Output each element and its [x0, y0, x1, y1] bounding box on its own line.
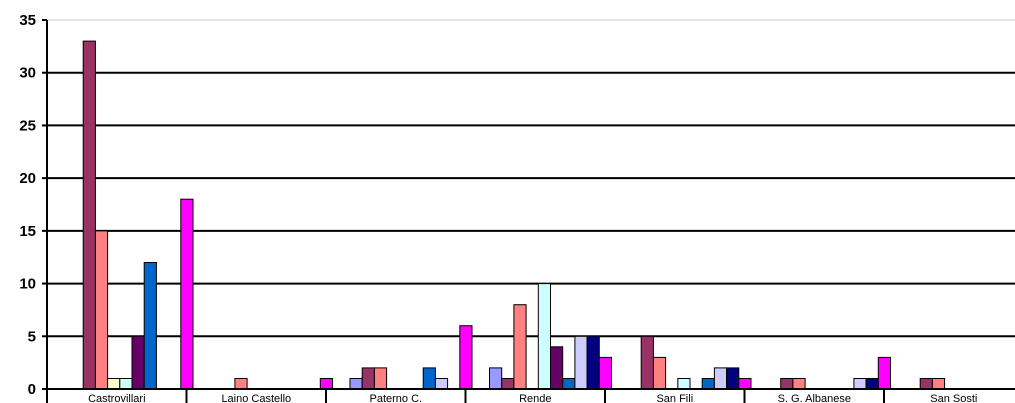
bar: [143, 262, 157, 390]
bar: [434, 378, 449, 390]
bar: [501, 378, 515, 390]
bar: [738, 378, 752, 390]
category-label: S. G. Albanese: [778, 393, 851, 403]
category-label: Rende: [519, 393, 551, 403]
category-label: San Fili: [656, 393, 693, 403]
bar: [107, 378, 121, 390]
y-tick-label: 15: [19, 223, 36, 240]
bar: [780, 378, 794, 390]
bar: [82, 40, 96, 390]
bar: [349, 378, 363, 390]
bar: [919, 378, 933, 390]
bar: [319, 378, 333, 390]
bar: [234, 378, 248, 390]
category-label: Paterno C.: [370, 393, 423, 403]
bar: [513, 304, 527, 390]
bar: [726, 367, 740, 390]
bar: [131, 335, 145, 390]
y-tick-label: 10: [19, 276, 36, 293]
category-label: Laino Castello: [221, 393, 291, 403]
bar: [792, 378, 806, 390]
bar: [459, 325, 473, 390]
axes: [42, 19, 1015, 403]
y-tick-label: 20: [19, 170, 36, 187]
bar: [701, 378, 715, 390]
bar: [586, 335, 600, 390]
bar: [865, 378, 879, 390]
y-tick-label: 30: [19, 65, 36, 82]
bar: [119, 378, 133, 390]
y-tick-label: 5: [28, 328, 36, 345]
bar: [713, 367, 728, 390]
bar: [652, 356, 667, 390]
gridlines: [47, 19, 1015, 338]
bars: [82, 40, 946, 390]
bar: [677, 378, 691, 390]
bar: [640, 335, 654, 390]
y-tick-label: 35: [19, 12, 36, 29]
bar: [550, 346, 564, 390]
category-label: Castrovillari: [88, 393, 145, 403]
bar: [562, 378, 576, 390]
bar: [422, 367, 436, 390]
bar: [180, 198, 194, 390]
bar: [94, 230, 109, 390]
bar: [489, 367, 503, 390]
bar: [537, 283, 551, 390]
bar: [361, 367, 375, 390]
bar: [373, 367, 388, 390]
bar: [877, 356, 891, 390]
y-tick-label: 0: [28, 381, 36, 398]
y-tick-label: 25: [19, 117, 36, 134]
category-label: San Sosti: [930, 393, 977, 403]
bar: [853, 378, 867, 390]
bar: [574, 335, 588, 390]
bar: [931, 378, 946, 390]
category-labels: Castrovillari Laino Castello Paterno C. Ren…: [88, 393, 977, 403]
bar: [598, 356, 612, 390]
y-tick-labels: 0 5 10 15 20 25 30 35: [19, 12, 36, 398]
